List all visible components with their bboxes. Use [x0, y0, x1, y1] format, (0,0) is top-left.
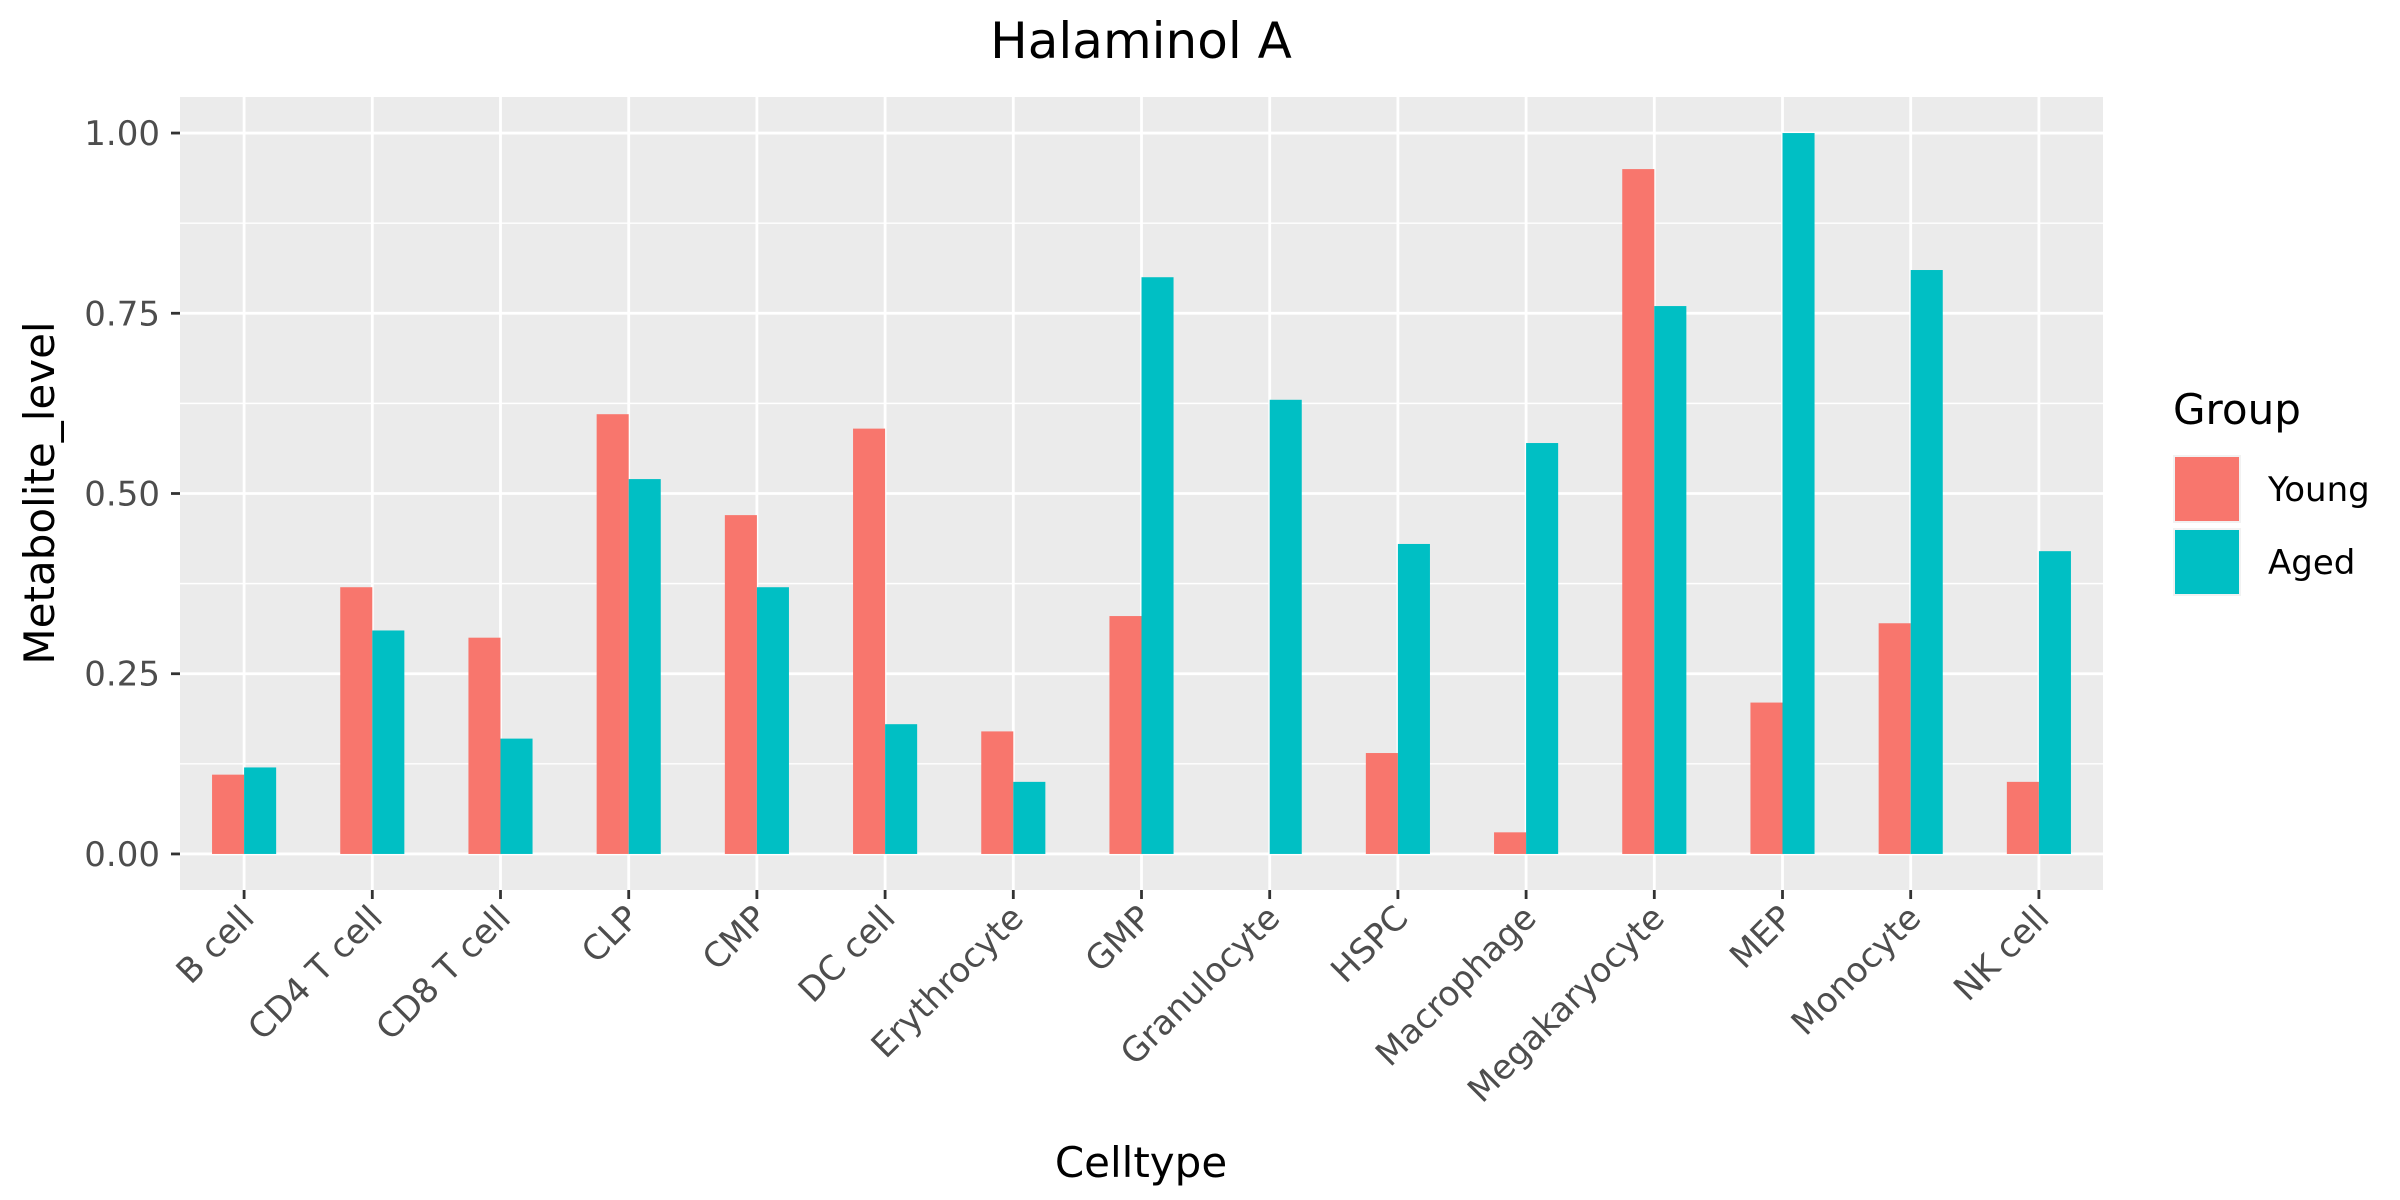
- x-axis-title: Celltype: [1055, 1138, 1227, 1187]
- bar-aged-b-cell: [244, 767, 277, 854]
- bars: [212, 133, 2071, 854]
- bar-young-megakaryocyte: [1622, 169, 1655, 854]
- bar-aged-macrophage: [1526, 443, 1559, 854]
- bar-aged-megakaryocyte: [1654, 306, 1687, 854]
- x-tick-label: HSPC: [1323, 898, 1416, 991]
- bar-aged-hspc: [1397, 543, 1430, 854]
- y-axis: 0.00 0.25 0.50 0.75 1.00: [84, 114, 180, 875]
- bar-young-gmp: [1109, 616, 1142, 854]
- bar-aged-cmp: [756, 587, 789, 854]
- y-tick-label: 0.00: [84, 835, 160, 875]
- bar-young-monocyte: [1878, 623, 1911, 854]
- bar-aged-clp: [628, 479, 661, 854]
- bar-aged-cd4-t-cell: [372, 630, 405, 854]
- bar-young-mep: [1750, 702, 1783, 854]
- x-tick-label: MEP: [1722, 898, 1801, 977]
- x-tick-label: CD8 T cell: [369, 898, 519, 1048]
- x-tick-label: NK cell: [1946, 898, 2057, 1009]
- bar-aged-mep: [1782, 133, 1815, 854]
- bar-young-b-cell: [212, 774, 245, 854]
- bar-young-macrophage: [1494, 832, 1527, 854]
- bar-aged-granulocyte: [1269, 399, 1302, 854]
- y-axis-title: Metabolite_level: [15, 321, 64, 664]
- x-tick-label: Monocyte: [1784, 898, 1929, 1043]
- bar-aged-dc-cell: [885, 724, 918, 854]
- legend-label-young: Young: [2267, 470, 2370, 510]
- bar-young-cd4-t-cell: [340, 587, 373, 854]
- x-tick-label: GMP: [1078, 898, 1160, 980]
- y-tick-label: 0.50: [84, 475, 160, 515]
- legend-label-aged: Aged: [2268, 543, 2355, 583]
- x-tick-label: DC cell: [791, 898, 904, 1011]
- legend: Group Young Aged: [2173, 385, 2370, 596]
- y-tick-label: 0.75: [84, 294, 160, 334]
- bar-aged-gmp: [1141, 277, 1174, 854]
- bar-young-cmp: [724, 515, 757, 854]
- bar-aged-nk-cell: [2038, 551, 2071, 854]
- bar-aged-cd8-t-cell: [500, 738, 533, 854]
- x-tick-label: B cell: [169, 898, 263, 992]
- y-tick-label: 0.25: [84, 655, 160, 695]
- x-tick-label: CLP: [574, 898, 647, 971]
- bar-young-dc-cell: [853, 428, 886, 854]
- bar-young-cd8-t-cell: [468, 637, 501, 854]
- bar-young-erythrocyte: [981, 731, 1014, 854]
- bar-young-nk-cell: [2006, 781, 2039, 854]
- legend-title: Group: [2173, 385, 2301, 434]
- bar-aged-erythrocyte: [1013, 781, 1046, 854]
- chart-title: Halaminol A: [990, 12, 1292, 70]
- x-tick-label: CMP: [695, 898, 775, 978]
- bar-young-clp: [596, 414, 629, 854]
- bar-young-hspc: [1365, 753, 1398, 854]
- legend-key-aged: [2175, 530, 2239, 594]
- y-tick-label: 1.00: [84, 114, 160, 154]
- x-tick-label: CD4 T cell: [240, 898, 390, 1048]
- legend-key-young: [2175, 457, 2239, 521]
- bar-aged-monocyte: [1910, 270, 1943, 854]
